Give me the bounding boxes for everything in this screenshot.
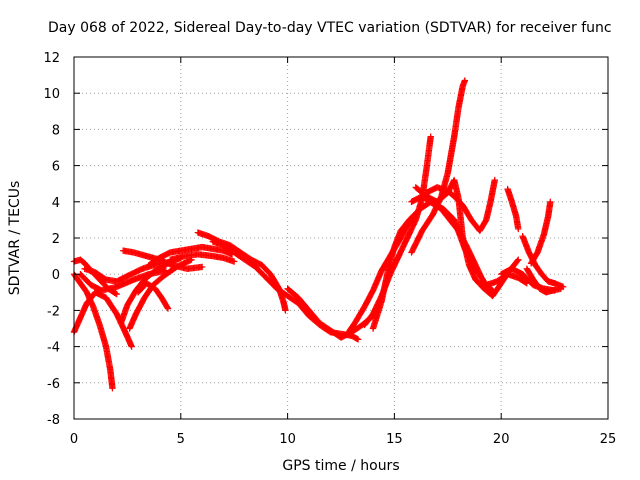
series-track-15 bbox=[344, 211, 419, 338]
series-track-18 bbox=[408, 77, 469, 256]
data-point bbox=[164, 305, 172, 312]
data-point bbox=[113, 290, 120, 298]
data-point bbox=[515, 256, 522, 263]
series-track-26 bbox=[498, 265, 558, 294]
x-tick-label: 5 bbox=[177, 432, 185, 447]
data-point bbox=[515, 225, 522, 233]
x-tick-labels: 0 5 10 15 20 25 bbox=[70, 432, 616, 447]
data-point bbox=[353, 335, 361, 342]
y-tick-label: -6 bbox=[47, 377, 60, 392]
series-track-22 bbox=[504, 185, 522, 233]
series-track-13 bbox=[209, 238, 362, 343]
x-tick-label: 15 bbox=[386, 432, 403, 447]
x-tick-label: 25 bbox=[600, 432, 617, 447]
data-points bbox=[70, 77, 567, 392]
chart-title: Day 068 of 2022, Sidereal Day-to-day VTE… bbox=[48, 20, 612, 36]
series-track-10 bbox=[145, 243, 236, 269]
y-tick-labels: -8 -6 -4 -2 0 2 4 6 8 10 12 bbox=[43, 51, 60, 428]
data-point bbox=[109, 385, 116, 392]
x-tick-label: 0 bbox=[70, 432, 78, 447]
y-tick-label: -4 bbox=[47, 341, 60, 356]
y-tick-label: 8 bbox=[52, 123, 60, 138]
grid-lines bbox=[74, 57, 608, 419]
data-point bbox=[112, 290, 119, 297]
data-point bbox=[354, 336, 362, 343]
data-point bbox=[198, 263, 206, 271]
series-track-12 bbox=[194, 229, 289, 314]
x-tick-label: 10 bbox=[279, 432, 296, 447]
data-point bbox=[427, 133, 434, 140]
data-point bbox=[282, 307, 289, 314]
data-point bbox=[231, 258, 238, 265]
y-tick-label: 6 bbox=[52, 160, 60, 175]
series-track-11 bbox=[166, 251, 238, 265]
series-track-25 bbox=[527, 198, 554, 267]
series-track-20 bbox=[412, 176, 522, 300]
data-point bbox=[461, 77, 469, 84]
series-track-05 bbox=[81, 260, 163, 285]
y-tick-label: 12 bbox=[43, 51, 60, 66]
data-point bbox=[164, 304, 171, 311]
y-tick-label: 10 bbox=[43, 87, 60, 102]
data-point bbox=[491, 176, 498, 184]
y-tick-label: 2 bbox=[52, 232, 60, 247]
x-tick-label: 20 bbox=[493, 432, 510, 447]
data-point bbox=[514, 257, 521, 264]
data-point bbox=[551, 287, 558, 294]
series-track-09 bbox=[134, 280, 172, 312]
y-tick-label: 4 bbox=[52, 196, 60, 211]
y-tick-label: 0 bbox=[52, 268, 60, 283]
data-point bbox=[547, 198, 554, 205]
axis-ticks bbox=[73, 56, 609, 420]
y-axis-label: SDTVAR / TECUs bbox=[7, 181, 23, 296]
data-point bbox=[557, 285, 565, 292]
y-tick-label: -8 bbox=[47, 413, 60, 428]
x-axis-label: GPS time / hours bbox=[282, 458, 399, 474]
data-point bbox=[128, 343, 135, 350]
y-tick-label: -2 bbox=[47, 304, 60, 319]
